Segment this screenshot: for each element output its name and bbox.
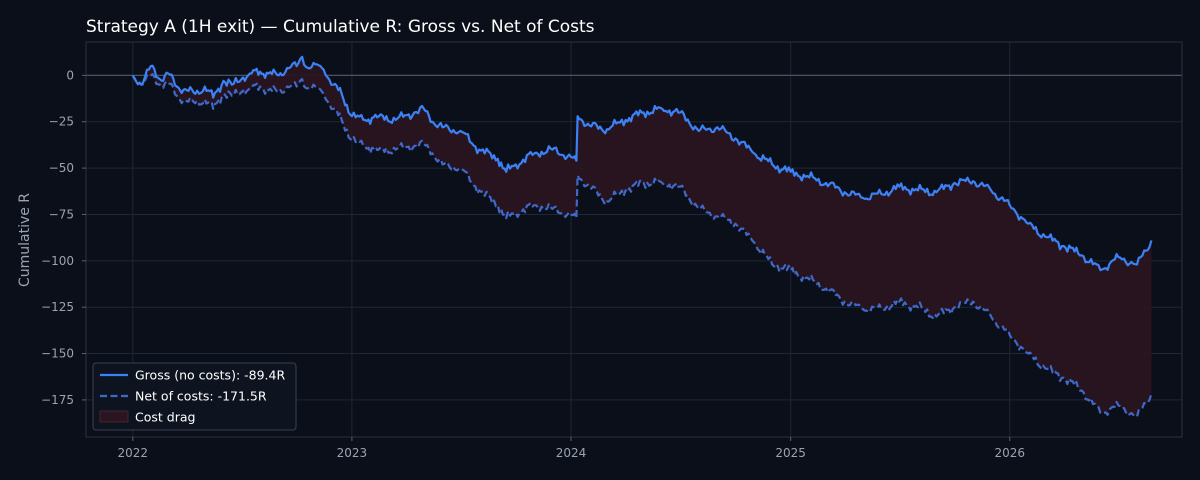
y-tick-label: −125	[41, 300, 74, 314]
x-tick-label: 2023	[337, 446, 368, 460]
net-of-costs-line	[131, 73, 1153, 418]
chart-title: Strategy A (1H exit) — Cumulative R: Gro…	[86, 17, 595, 37]
gross-line	[131, 55, 1153, 272]
plot-frame	[85, 41, 1183, 438]
tick-layer: 0 −25 −50 −75 −100 −125 −150 −175 2022 2023 2024 20…	[41, 68, 1025, 460]
legend-label-cost-drag: Cost drag	[135, 410, 195, 425]
y-axis-label: Cumulative R	[17, 193, 33, 287]
x-tick-label: 2025	[775, 446, 806, 460]
y-tick-label: 0	[66, 68, 74, 82]
legend: Gross (no costs): -89.4R Net of costs: -…	[92, 362, 297, 431]
legend-box	[92, 362, 297, 431]
x-tick-label: 2026	[994, 446, 1025, 460]
y-tick-label: −175	[41, 393, 74, 407]
y-tick-label: −75	[49, 207, 74, 221]
cost-drag-layer	[132, 56, 1152, 417]
y-tick-label: −25	[49, 115, 74, 129]
legend-label-net: Net of costs: -171.5R	[135, 389, 267, 404]
legend-label-gross: Gross (no costs): -89.4R	[135, 368, 285, 383]
series-layer	[131, 55, 1153, 418]
x-tick-label: 2022	[118, 446, 149, 460]
legend-swatch-cost-drag	[99, 410, 129, 423]
y-tick-label: −100	[41, 254, 74, 268]
y-tick-label: −50	[49, 161, 74, 175]
y-tick-label: −150	[41, 347, 74, 361]
cost-drag-area	[132, 56, 1152, 417]
x-tick-label: 2024	[556, 446, 587, 460]
